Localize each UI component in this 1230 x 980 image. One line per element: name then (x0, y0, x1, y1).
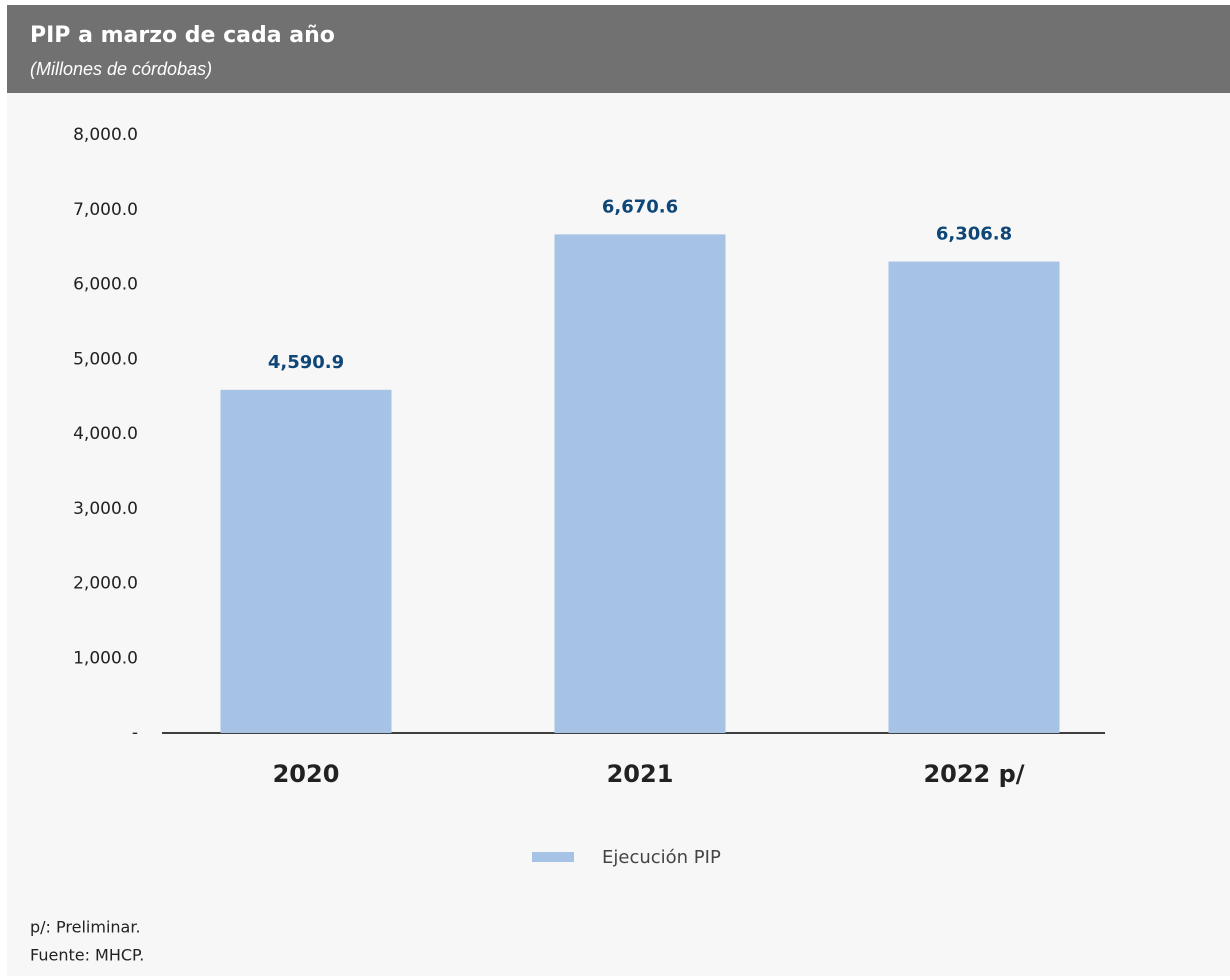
y-tick-label: - (132, 723, 138, 743)
data-label: 4,590.9 (268, 352, 344, 373)
y-tick-label: 6,000.0 (73, 275, 138, 295)
bar (554, 234, 726, 733)
chart-title: PIP a marzo de cada año (30, 23, 335, 48)
data-label: 6,306.8 (936, 224, 1012, 245)
footnote: p/: Preliminar. (30, 918, 141, 937)
y-tick-label: 3,000.0 (73, 499, 138, 519)
y-tick-label: 1,000.0 (73, 648, 138, 668)
y-tick-label: 5,000.0 (73, 349, 138, 369)
y-tick-label: 2,000.0 (73, 574, 138, 594)
bar (888, 261, 1060, 733)
x-tick-label: 2020 (273, 760, 340, 788)
legend-label: Ejecución PIP (602, 847, 721, 868)
legend-swatch (532, 852, 574, 862)
bar (220, 389, 392, 733)
y-tick-label: 4,000.0 (73, 424, 138, 444)
x-tick-label: 2022 p/ (923, 760, 1024, 788)
x-tick-label: 2021 (607, 760, 674, 788)
y-tick-label: 7,000.0 (73, 200, 138, 220)
chart-subtitle: (Millones de córdobas) (30, 59, 212, 79)
footnote: Fuente: MHCP. (30, 946, 144, 965)
header (7, 5, 1230, 93)
y-tick-label: 8,000.0 (73, 125, 138, 145)
data-label: 6,670.6 (602, 196, 678, 217)
